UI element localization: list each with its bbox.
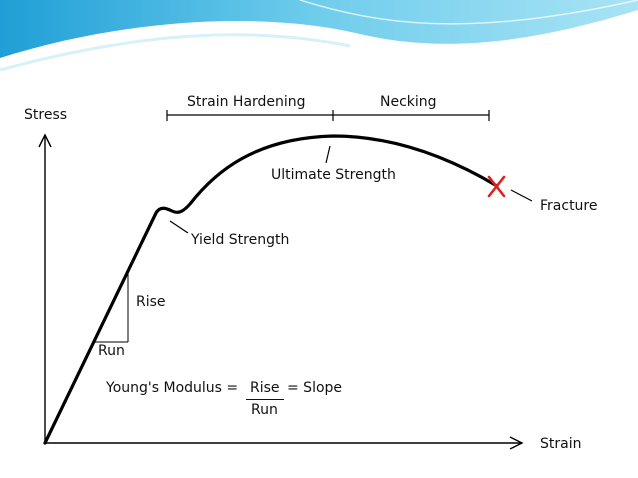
x-axis-arrowhead	[509, 436, 524, 450]
formula-rhs: = Slope	[287, 380, 343, 396]
yield-strength-leader	[169, 220, 189, 234]
region-strain-hardening: Strain Hardening	[187, 94, 306, 110]
y-axis-label: Stress	[24, 107, 68, 123]
header-banner	[0, 0, 638, 72]
x-axis-label: Strain	[540, 436, 582, 452]
rise-label: Rise	[136, 294, 166, 310]
run-label: Run	[98, 343, 125, 359]
fracture-label: Fracture	[540, 198, 598, 214]
axes	[38, 133, 524, 450]
yield-strength-label: Yield Strength	[191, 232, 290, 248]
slope-triangle	[94, 270, 129, 343]
formula-denominator: Run	[251, 402, 278, 418]
formula-numerator: Rise	[250, 380, 280, 396]
region-bracket	[166, 110, 490, 121]
fracture-x-icon	[487, 175, 506, 198]
ultimate-strength-label: Ultimate Strength	[271, 167, 396, 183]
y-axis-arrowhead	[38, 133, 52, 148]
ultimate-strength-leader	[325, 145, 331, 164]
stress-strain-curve	[43, 134, 499, 445]
formula-lhs: Young's Modulus =	[106, 380, 239, 396]
fracture-leader	[510, 189, 533, 202]
formula-fraction-bar	[246, 399, 284, 400]
region-necking: Necking	[380, 94, 437, 110]
